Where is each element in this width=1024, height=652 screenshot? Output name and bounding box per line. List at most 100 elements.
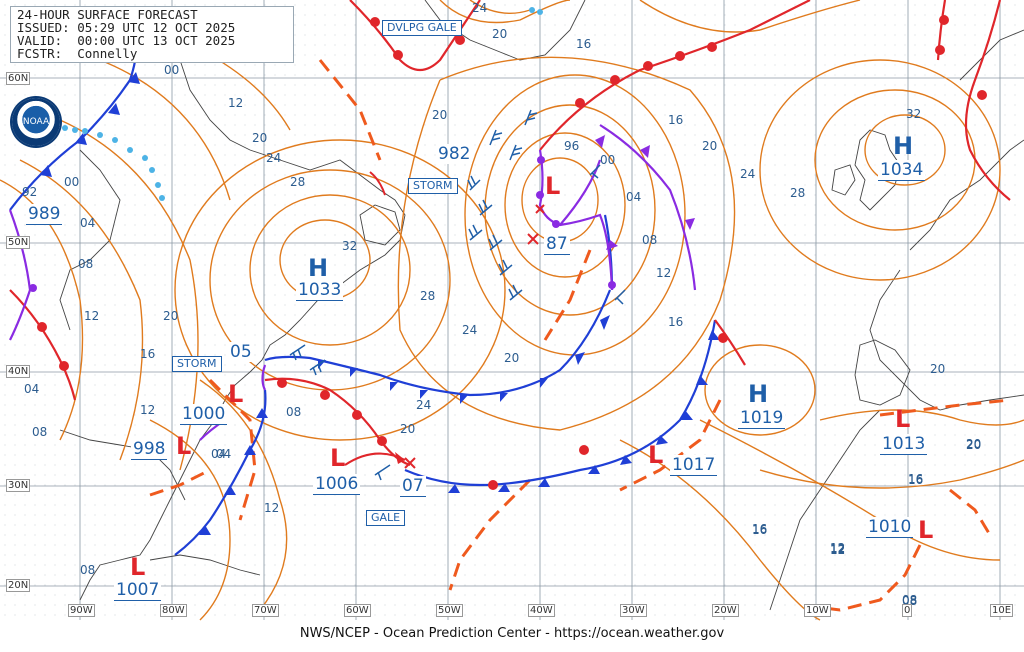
ice-edge [62,7,543,201]
isobar-label: 16 [752,523,768,537]
isobar-label: 20 [400,422,416,436]
low-pressure-value: 1017 [670,455,718,476]
high-symbol: H [893,132,914,160]
high-symbol: H [748,380,769,408]
isobar-label: 20 [966,438,982,452]
isobar-label: 16 [576,37,592,51]
cuba-coast [149,554,261,576]
africa-coast [769,409,881,611]
forecast-info-box: 24-HOUR SURFACE FORECAST ISSUED: 05:29 U… [10,6,294,63]
isobar-label: 04 [216,447,232,461]
hudson-bay-coast [59,149,121,331]
low-pressure-value: 989 [26,204,63,225]
low-pressure-value: 05 [228,342,254,362]
newfoundland-coast [359,204,401,246]
longitude-label: 90W [68,604,95,617]
longitude-label: 50W [436,604,463,617]
isobar-label: 32 [906,107,922,121]
isobar-label: 12 [84,309,100,323]
uk-coast [854,129,901,211]
ireland-coast [831,164,856,196]
isobar-label: 12 [830,541,846,555]
low-pressure-value: 87 [544,234,570,255]
warning-label: GALE [366,510,406,526]
isobar-label: 20 [252,131,268,145]
isobar-label: 20 [492,27,508,41]
isobar-label: 00 [600,153,616,167]
scandinavia-coast [959,29,1024,81]
latitude-label: 60N [6,72,31,85]
isobar-label: 12 [830,543,846,557]
longitude-label: 80W [160,604,187,617]
high-pressure-value: 1034 [878,160,926,181]
isobars [0,0,1024,621]
iberia-coast [854,339,911,406]
warning-label: STORM [172,356,222,372]
isobar-label: 04 [80,216,96,230]
low-pressure-value: 998 [131,439,168,460]
isobar-label: 20 [432,108,448,122]
isobar-label: 08 [642,233,658,247]
isobar-label: 20 [966,437,982,451]
isobar-label: 16 [908,472,924,486]
high-pressure-value: 1033 [296,280,344,301]
isobar-label: 24 [416,398,432,412]
low-pressure-value: 07 [400,476,426,497]
low-symbol: L [228,380,244,408]
isobar-label: 12 [656,266,672,280]
isobar-label: 92 [22,185,38,199]
isobar-label: 08 [78,257,94,271]
low-pressure-value: 1013 [880,434,928,455]
latitude-label: 50N [6,236,31,249]
forecast-title: 24-HOUR SURFACE FORECAST [17,7,198,22]
isobar-label: 08 [286,405,302,419]
isobar-label: 28 [420,289,436,303]
low-pressure-value: 1000 [180,404,228,425]
high-pressure-value: 1019 [738,408,786,429]
isobar-label: 16 [140,347,156,361]
storm-track-arrow-2 [369,171,386,196]
isobar-label: 28 [290,175,306,189]
longitude-label: 30W [620,604,647,617]
isobar-label: 12 [140,403,156,417]
isobar-label: 16 [752,522,768,536]
isobar-label: 20 [163,309,179,323]
issued-time: ISSUED: 05:29 UTC 12 OCT 2025 [17,20,236,35]
low-symbol: L [330,444,346,472]
isobar-label: 00 [64,175,80,189]
low-symbol: L [918,516,934,544]
low-symbol: L [130,553,146,581]
isobar-label: 04 [211,447,227,461]
isobar-label: 24 [472,1,488,15]
longitude-label: 10W [804,604,831,617]
low-symbol: L [545,172,561,200]
longitude-label: 70W [252,604,279,617]
isobar-label: 16 [668,315,684,329]
longitude-label: 60W [344,604,371,617]
wind-barbs [289,109,626,481]
low-pressure-value: 1010 [866,517,914,538]
high-symbol: H [308,254,329,282]
north-america-coast [79,59,406,601]
warning-label: STORM [408,178,458,194]
footer-credit: NWS/NCEP - Ocean Prediction Center - htt… [299,626,725,641]
low-pressure-value: 982 [436,144,473,164]
isobar-label: 20 [702,139,718,153]
isobar-label: 12 [228,96,244,110]
warm-front-semicircles [37,15,987,490]
low-pressure-value: 1007 [114,580,162,601]
longitude-label: 20W [712,604,739,617]
isobar-label: 28 [790,186,806,200]
isobar-label: 20 [504,351,520,365]
isobar-label: 00 [164,63,180,77]
valid-time: VALID: 00:00 UTC 13 OCT 2025 [17,33,236,48]
isobar-label: 12 [264,501,280,515]
low-symbol: L [895,405,911,433]
isobar-label: 24 [266,151,282,165]
latitude-label: 30N [6,479,31,492]
latitude-label: 20N [6,579,31,592]
isobar-label: 08 [32,425,48,439]
warning-label: DVLPG GALE [382,20,462,36]
isobar-label: 04 [626,190,642,204]
isobar-label: 08 [902,593,918,607]
